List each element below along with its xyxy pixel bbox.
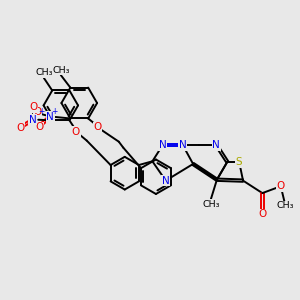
- Text: N: N: [212, 140, 220, 150]
- Text: O: O: [36, 122, 44, 132]
- Text: O: O: [16, 123, 25, 133]
- Text: O: O: [277, 181, 285, 191]
- Text: O: O: [29, 102, 38, 112]
- Text: +: +: [38, 106, 44, 116]
- Text: O: O: [72, 127, 80, 136]
- Text: O: O: [34, 106, 42, 117]
- Text: N: N: [46, 112, 54, 122]
- Text: O: O: [94, 122, 102, 132]
- Text: CH₃: CH₃: [202, 200, 220, 209]
- Text: CH₃: CH₃: [277, 201, 294, 210]
- Text: O: O: [258, 209, 266, 220]
- Text: CH₃: CH₃: [52, 66, 70, 75]
- Text: N: N: [29, 115, 37, 125]
- Text: S: S: [236, 157, 242, 167]
- Text: N: N: [179, 140, 187, 150]
- Text: N: N: [159, 140, 167, 150]
- Text: N: N: [162, 176, 169, 186]
- Text: +: +: [52, 106, 58, 116]
- Text: CH₃: CH₃: [35, 68, 52, 77]
